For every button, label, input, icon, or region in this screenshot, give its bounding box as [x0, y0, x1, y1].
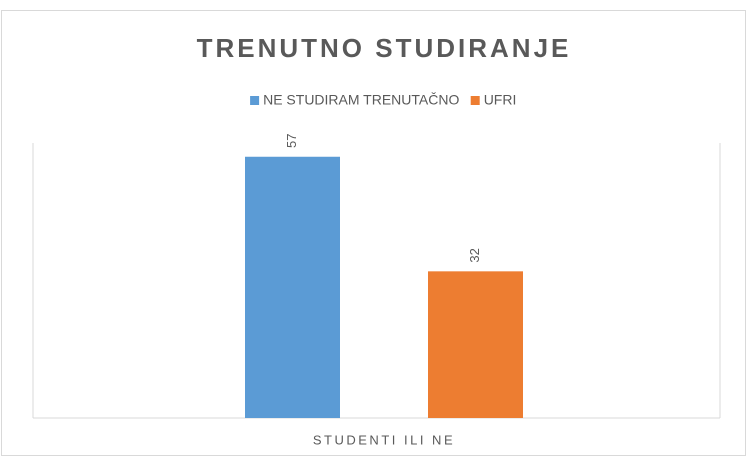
legend-swatch: [470, 96, 480, 105]
x-tick-label: STUDENTI ILI NE: [313, 432, 455, 447]
legend-label: UFRI: [484, 92, 517, 108]
legend-swatch: [250, 96, 260, 105]
bar: [428, 271, 523, 418]
chart-title: TRENUTNO STUDIRANJE: [197, 33, 572, 63]
bar: [245, 156, 340, 418]
chart-border: [1, 10, 746, 456]
legend-label: NE STUDIRAM TRENUTAČNO: [263, 92, 459, 108]
data-label: 57: [284, 134, 299, 148]
data-label: 32: [467, 248, 482, 262]
